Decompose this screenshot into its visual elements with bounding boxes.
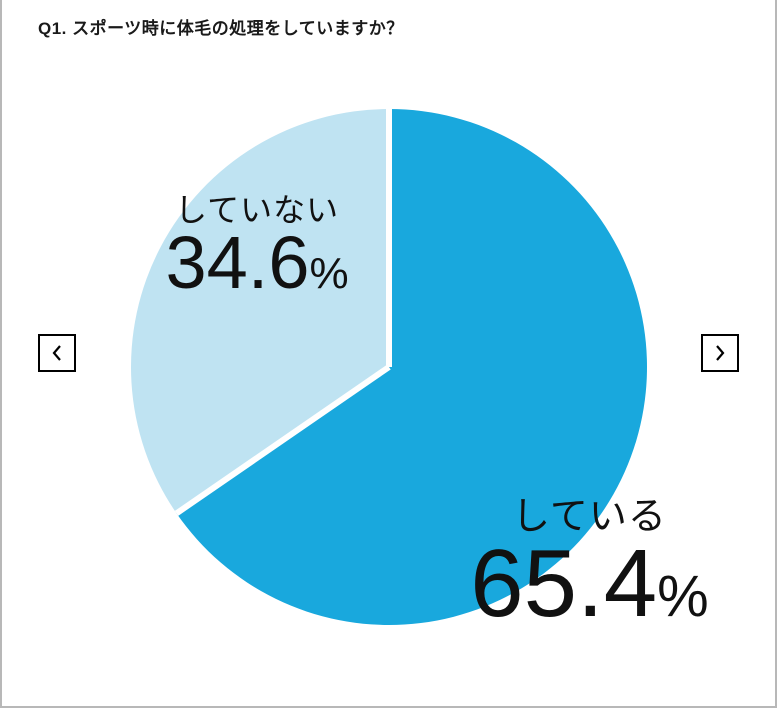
chevron-right-icon [713, 344, 727, 362]
next-button[interactable] [701, 334, 739, 372]
question-title: Q1. スポーツ時に体毛の処理をしていますか？ [38, 14, 404, 39]
survey-card: Q1. スポーツ時に体毛の処理をしていますか？ している65.4%していない34… [0, 0, 777, 708]
chevron-left-icon [50, 344, 64, 362]
prev-button[interactable] [38, 334, 76, 372]
pie-svg [129, 107, 649, 627]
pie-chart [129, 107, 649, 627]
